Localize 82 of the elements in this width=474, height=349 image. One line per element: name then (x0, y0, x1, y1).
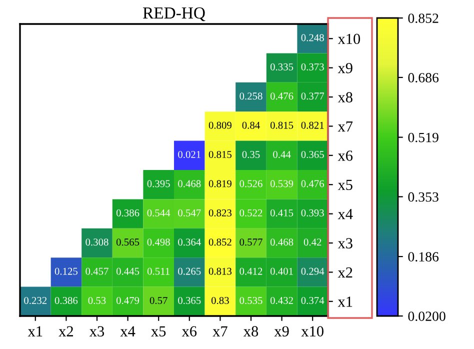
y-tick-label: x5 (338, 180, 352, 190)
y-tick-label: x4 (338, 209, 353, 220)
y-tick-label: x1 (338, 296, 352, 307)
data-label: 0.547 (178, 209, 201, 216)
color-bar-label: 0.353 (408, 192, 438, 202)
data-label: 0.386 (54, 296, 78, 304)
y-tick-label: x2 (338, 267, 352, 278)
color-bar-label: 0.686 (408, 73, 439, 82)
data-label: 0.335 (270, 63, 294, 70)
data-label: 0.498 (147, 238, 170, 246)
data-label: 0.577 (240, 238, 262, 246)
y-tick-label: x8 (338, 92, 352, 102)
x-tick-label: x9 (274, 326, 289, 336)
data-label: 0.544 (147, 209, 170, 216)
y-tick-label: x7 (338, 121, 353, 132)
data-label: 0.457 (86, 268, 108, 275)
color-bar-label: 0.852 (408, 14, 438, 24)
data-label: 0.565 (116, 238, 140, 246)
data-label: 0.539 (270, 180, 294, 188)
data-label: 0.393 (301, 209, 324, 216)
data-label: 0.468 (178, 180, 201, 188)
data-label: 0.535 (240, 296, 262, 304)
data-label: 0.57 (150, 296, 168, 304)
data-label: 0.476 (270, 92, 294, 100)
data-label: 0.412 (240, 268, 262, 275)
data-label: 0.021 (178, 150, 200, 158)
data-label: 0.373 (301, 63, 324, 70)
data-label: 0.44 (273, 150, 291, 158)
data-label: 0.479 (116, 296, 140, 304)
y-tick-label: x10 (338, 34, 360, 44)
data-label: 0.365 (301, 150, 324, 158)
data-label: 0.308 (86, 238, 108, 246)
data-label: 0.511 (147, 268, 170, 275)
data-label: 0.232 (24, 296, 47, 304)
data-label: 0.294 (301, 268, 324, 275)
data-label: 0.386 (116, 209, 140, 216)
data-label: 0.852 (208, 238, 232, 246)
data-label: 0.432 (270, 296, 293, 304)
data-label: 0.809 (208, 122, 232, 129)
data-label: 0.125 (54, 268, 78, 275)
data-label: 0.415 (270, 209, 294, 216)
data-label: 0.53 (88, 296, 106, 304)
data-label: 0.265 (178, 268, 201, 275)
data-label: 0.821 (301, 122, 324, 129)
data-label: 0.813 (208, 268, 232, 275)
data-label: 0.83 (211, 296, 229, 304)
data-label: 0.395 (147, 180, 170, 188)
data-label: 0.248 (301, 34, 324, 42)
data-label: 0.364 (178, 238, 201, 246)
data-label: 0.823 (208, 209, 232, 216)
y-tick-label: x9 (338, 62, 352, 74)
x-tick-label: x10 (301, 326, 324, 336)
x-tick-label: x7 (212, 326, 228, 336)
data-label: 0.526 (240, 180, 262, 188)
data-label: 0.84 (242, 122, 260, 129)
x-tick-label: x2 (58, 326, 73, 336)
y-tick-label: x3 (338, 238, 352, 248)
data-label: 0.522 (240, 209, 262, 216)
data-label: 0.42 (304, 238, 322, 246)
data-label: 0.468 (270, 238, 294, 246)
data-label: 0.258 (240, 92, 262, 100)
data-label: 0.374 (301, 296, 324, 304)
data-label: 0.445 (116, 268, 140, 275)
data-label: 0.815 (270, 122, 294, 129)
data-label: 0.815 (208, 150, 232, 158)
x-tick-label: x1 (28, 326, 42, 336)
x-tick-label: x3 (89, 326, 104, 336)
data-label: 0.401 (270, 268, 293, 275)
x-tick-label: x6 (182, 326, 197, 336)
data-label: 0.35 (242, 150, 260, 158)
x-tick-label: x4 (120, 326, 136, 336)
data-label: 0.819 (208, 180, 232, 188)
data-label: 0.476 (301, 180, 324, 188)
chart-title: RED-HQ (143, 7, 206, 22)
data-label: 0.377 (301, 92, 324, 100)
color-bar-label: 0.0200 (408, 312, 446, 322)
x-tick-label: x5 (151, 326, 166, 336)
y-tick-label: x6 (338, 150, 353, 161)
color-bar-label: 0.519 (408, 132, 438, 142)
color-bar-label: 0.186 (408, 252, 439, 262)
data-label: 0.365 (178, 296, 201, 304)
x-tick-label: x8 (243, 326, 258, 336)
